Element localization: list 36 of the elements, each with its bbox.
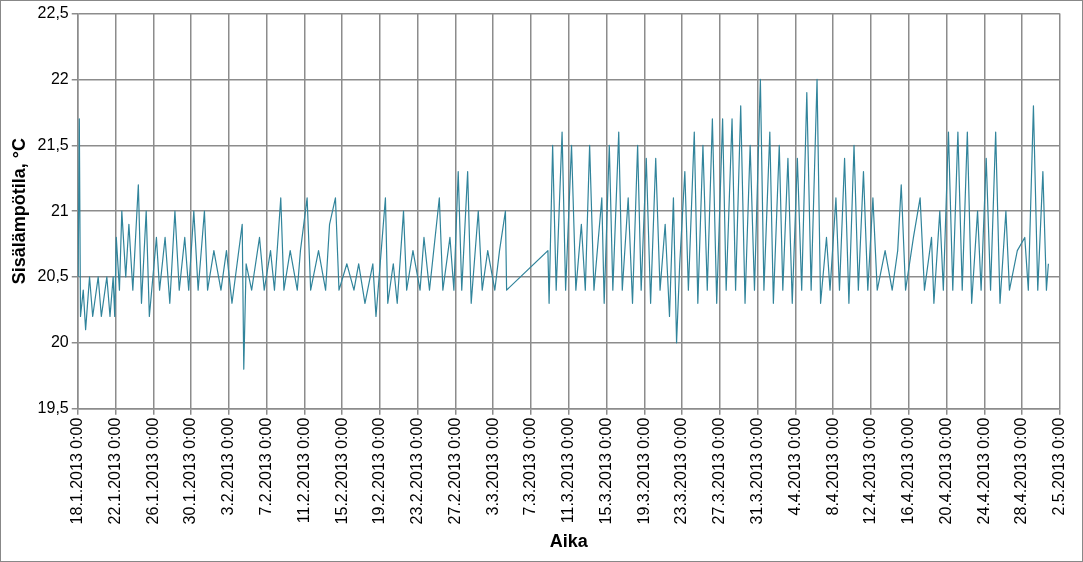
x-tick-label: 12.4.2013 0:00 — [861, 417, 879, 525]
x-tick-label: 11.3.2013 0:00 — [559, 417, 577, 524]
x-tick-label: 2.5.2013 0:00 — [1050, 417, 1068, 516]
x-tick-label: 8.4.2013 0:00 — [823, 417, 841, 516]
x-tick-label: 31.3.2013 0:00 — [748, 417, 766, 525]
y-tick-label: 20,5 — [37, 267, 69, 285]
x-tick-label: 30.1.2013 0:00 — [181, 417, 199, 525]
x-tick-label: 27.2.2013 0:00 — [445, 417, 463, 525]
x-tick-label: 26.1.2013 0:00 — [143, 417, 161, 525]
x-tick-label: 3.2.2013 0:00 — [219, 417, 237, 516]
y-tick-label: 22 — [50, 69, 69, 87]
x-tick-label: 20.4.2013 0:00 — [936, 417, 954, 525]
x-tick-label: 15.2.2013 0:00 — [332, 417, 350, 525]
x-tick-label: 19.3.2013 0:00 — [634, 417, 652, 525]
y-axis-title: Sisälämpötila, °C — [8, 137, 29, 285]
x-tick-label: 11.2.2013 0:00 — [294, 417, 312, 524]
y-tick-label: 22,5 — [37, 4, 69, 22]
x-tick-label: 4.4.2013 0:00 — [785, 417, 803, 516]
x-tick-label: 27.3.2013 0:00 — [710, 417, 728, 525]
y-tick-label: 19,5 — [37, 399, 69, 417]
x-tick-label: 28.4.2013 0:00 — [1012, 417, 1030, 525]
x-tick-label: 24.4.2013 0:00 — [974, 417, 992, 525]
x-tick-label: 23.3.2013 0:00 — [672, 417, 690, 525]
x-tick-label: 3.3.2013 0:00 — [483, 417, 501, 516]
x-tick-label: 7.3.2013 0:00 — [521, 417, 539, 516]
x-tick-label: 22.1.2013 0:00 — [105, 417, 123, 525]
x-tick-label: 7.2.2013 0:00 — [257, 417, 274, 516]
y-tick-label: 21 — [50, 201, 69, 219]
x-tick-label: 23.2.2013 0:00 — [408, 417, 426, 525]
x-tick-label: 15.3.2013 0:00 — [596, 417, 614, 525]
x-tick-label: 19.2.2013 0:00 — [370, 417, 388, 525]
x-tick-label: 16.4.2013 0:00 — [899, 417, 917, 525]
x-tick-label: 18.1.2013 0:00 — [68, 417, 86, 525]
y-tick-label: 21,5 — [37, 135, 69, 153]
y-tick-label: 20 — [50, 333, 69, 351]
x-axis-title: Aika — [549, 531, 589, 552]
